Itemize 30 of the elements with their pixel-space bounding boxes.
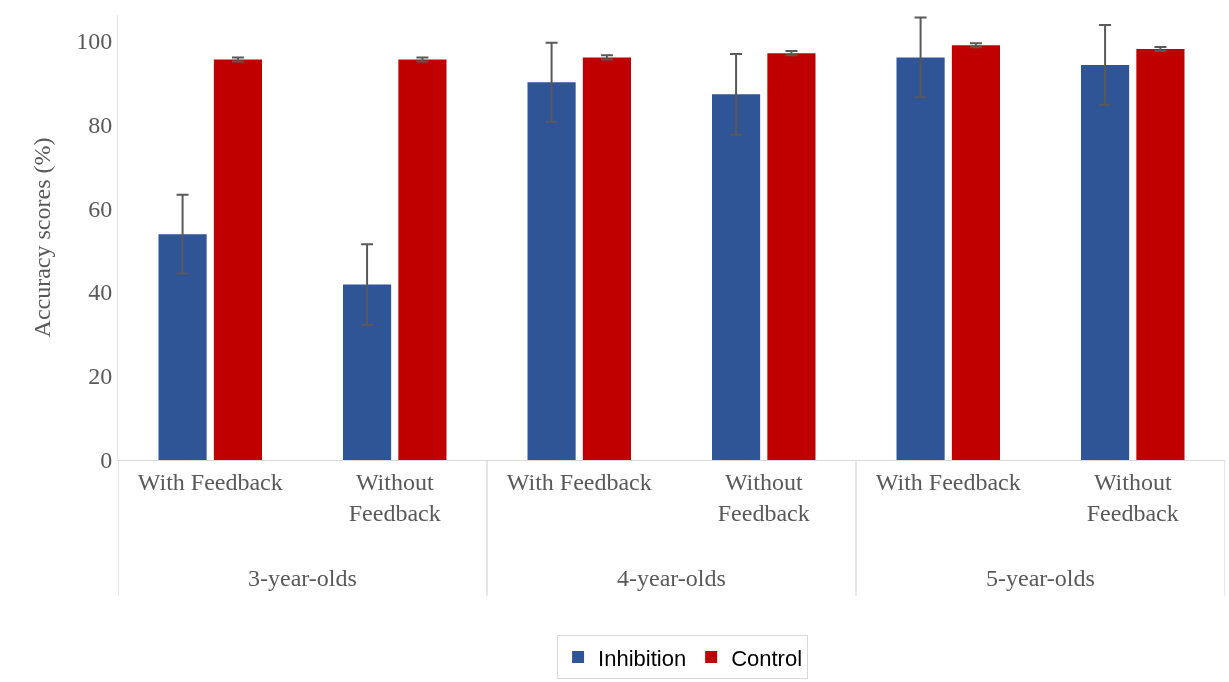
y-tick-label: 60 [88, 195, 113, 222]
text: 4-year-olds [617, 565, 726, 591]
bar [951, 45, 1000, 460]
bar [1081, 64, 1130, 460]
x-tick-label: With Feedback [506, 468, 652, 495]
y-tick-label: 80 [88, 111, 113, 138]
text: 5-year-olds [986, 565, 1095, 591]
x-tick-label: With Feedback [875, 468, 1021, 495]
x-tick-label: Without Feedback [717, 468, 810, 527]
y-tick-label: 40 [88, 279, 113, 306]
y-tick-label: 20 [88, 363, 113, 390]
x-tick-label: Without Feedback [1086, 468, 1179, 527]
bar [213, 59, 262, 460]
y-tick-label: 0 [100, 447, 113, 474]
legend-label: Control [731, 645, 803, 671]
bar [398, 59, 447, 460]
bar [712, 94, 761, 460]
bar [343, 284, 392, 460]
x-tick-label: Without Feedback [348, 468, 441, 527]
bar [582, 57, 631, 460]
y-tick-label: 100 [76, 27, 113, 54]
bar [1136, 49, 1185, 460]
bar [767, 53, 816, 460]
y-axis-title: Accuracy scores (%) [29, 137, 56, 338]
bar [158, 234, 207, 460]
x-tick-label: With Feedback [137, 468, 283, 495]
bar [527, 82, 576, 460]
text: 3-year-olds [248, 565, 357, 591]
legend-label: Inhibition [598, 645, 687, 671]
bar [896, 57, 945, 460]
